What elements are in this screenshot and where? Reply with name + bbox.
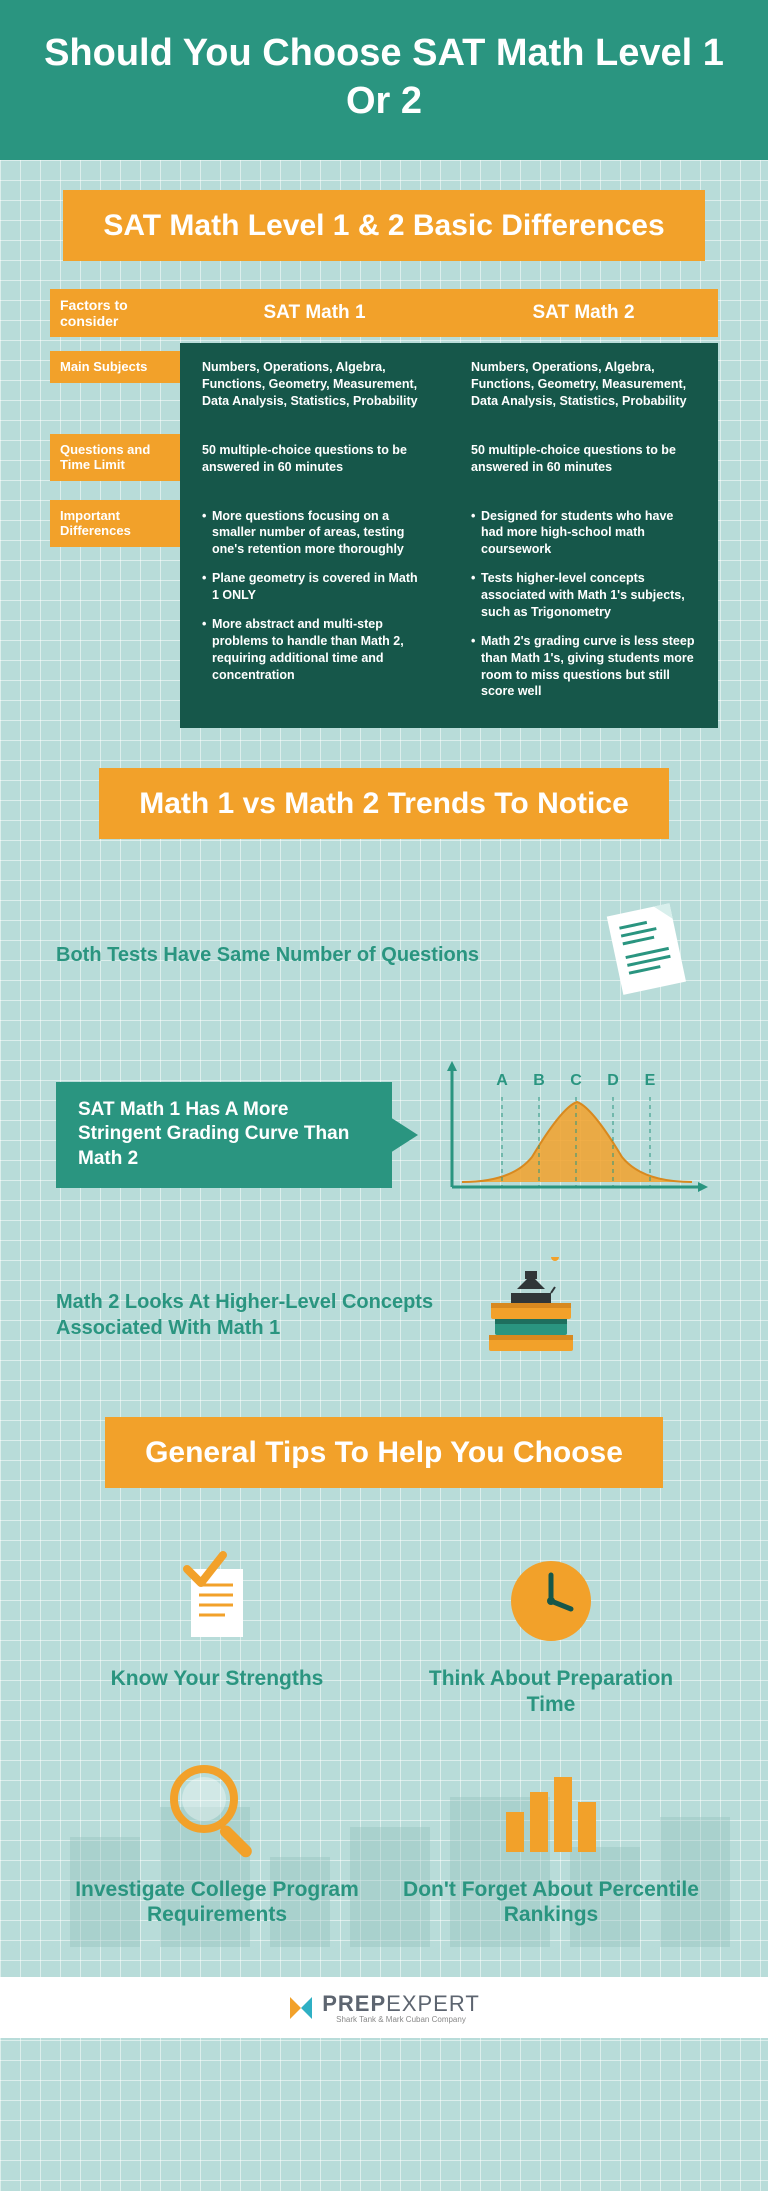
- list-item: Plane geometry is covered in Math 1 ONLY: [202, 570, 427, 604]
- document-icon: [582, 897, 712, 1012]
- axis-label: E: [645, 1072, 656, 1089]
- comparison-table: Factors to consider SAT Math 1 SAT Math …: [50, 289, 718, 728]
- table-row: Important Differences More questions foc…: [50, 492, 718, 729]
- page-title: Should You Choose SAT Math Level 1 Or 2: [40, 30, 728, 125]
- header-math1: SAT Math 1: [180, 292, 449, 334]
- cell-math2: Numbers, Operations, Algebra, Functions,…: [449, 343, 718, 426]
- footer: PREPEXPERT Shark Tank & Mark Cuban Compa…: [0, 1977, 768, 2038]
- cell-math1: More questions focusing on a smaller num…: [180, 492, 449, 729]
- header-math2: SAT Math 2: [449, 292, 718, 334]
- tip-label: Don't Forget About Percentile Rankings: [402, 1877, 700, 1927]
- list-item: Designed for students who have had more …: [471, 508, 696, 559]
- checklist-icon: [68, 1546, 366, 1656]
- list-item: More abstract and multi-step problems to…: [202, 616, 427, 684]
- bell-curve-icon: A B C D E: [422, 1057, 712, 1212]
- brand-tagline: Shark Tank & Mark Cuban Company: [322, 2015, 480, 2024]
- cell-math1: 50 multiple-choice questions to be answe…: [180, 426, 449, 492]
- magnifier-icon: [68, 1757, 366, 1867]
- row-label: Questions and Time Limit: [50, 434, 180, 481]
- section-title-tips: General Tips To Help You Choose: [105, 1417, 663, 1488]
- tip-label: Know Your Strengths: [68, 1666, 366, 1691]
- clock-icon: [402, 1546, 700, 1656]
- cell-math1: Numbers, Operations, Algebra, Functions,…: [180, 343, 449, 426]
- section-title-trends: Math 1 vs Math 2 Trends To Notice: [99, 768, 669, 839]
- cell-math2: Designed for students who have had more …: [449, 492, 718, 729]
- list-item: Math 2's grading curve is less steep tha…: [471, 633, 696, 701]
- books-icon: [466, 1257, 596, 1372]
- brand-name: PREPEXPERT: [322, 1991, 480, 2016]
- cell-math2: 50 multiple-choice questions to be answe…: [449, 426, 718, 492]
- tip-item: Think About Preparation Time: [402, 1546, 700, 1716]
- tip-label: Investigate College Program Requirements: [68, 1877, 366, 1927]
- axis-label: B: [533, 1072, 545, 1089]
- tip-item: Know Your Strengths: [68, 1546, 366, 1716]
- row-label: Important Differences: [50, 500, 180, 547]
- list-item: More questions focusing on a smaller num…: [202, 508, 427, 559]
- table-header: Factors to consider SAT Math 1 SAT Math …: [50, 289, 718, 337]
- trend-text: Both Tests Have Same Number of Questions: [56, 942, 552, 968]
- trend-text: SAT Math 1 Has A More Stringent Grading …: [56, 1082, 392, 1188]
- logo-icon: [288, 1995, 314, 2021]
- tip-item: Don't Forget About Percentile Rankings: [402, 1757, 700, 1927]
- tip-item: Investigate College Program Requirements: [68, 1757, 366, 1927]
- table-row: Main Subjects Numbers, Operations, Algeb…: [50, 343, 718, 426]
- trend-item: Both Tests Have Same Number of Questions: [50, 897, 718, 1012]
- bar-chart-icon: [402, 1757, 700, 1867]
- row-label: Main Subjects: [50, 351, 180, 383]
- tip-label: Think About Preparation Time: [402, 1666, 700, 1716]
- trend-item: SAT Math 1 Has A More Stringent Grading …: [50, 1057, 718, 1212]
- section-title-differences: SAT Math Level 1 & 2 Basic Differences: [63, 190, 704, 261]
- axis-label: A: [496, 1072, 508, 1089]
- tips-grid: Know Your Strengths Think About Preparat…: [50, 1516, 718, 1937]
- axis-label: D: [607, 1072, 619, 1089]
- table-row: Questions and Time Limit 50 multiple-cho…: [50, 426, 718, 492]
- trend-text: Math 2 Looks At Higher-Level Concepts As…: [56, 1289, 436, 1341]
- header-factors: Factors to consider: [50, 289, 180, 337]
- trend-item: Math 2 Looks At Higher-Level Concepts As…: [50, 1257, 718, 1372]
- axis-label: C: [570, 1072, 582, 1089]
- page-header: Should You Choose SAT Math Level 1 Or 2: [0, 0, 768, 160]
- list-item: Tests higher-level concepts associated w…: [471, 570, 696, 621]
